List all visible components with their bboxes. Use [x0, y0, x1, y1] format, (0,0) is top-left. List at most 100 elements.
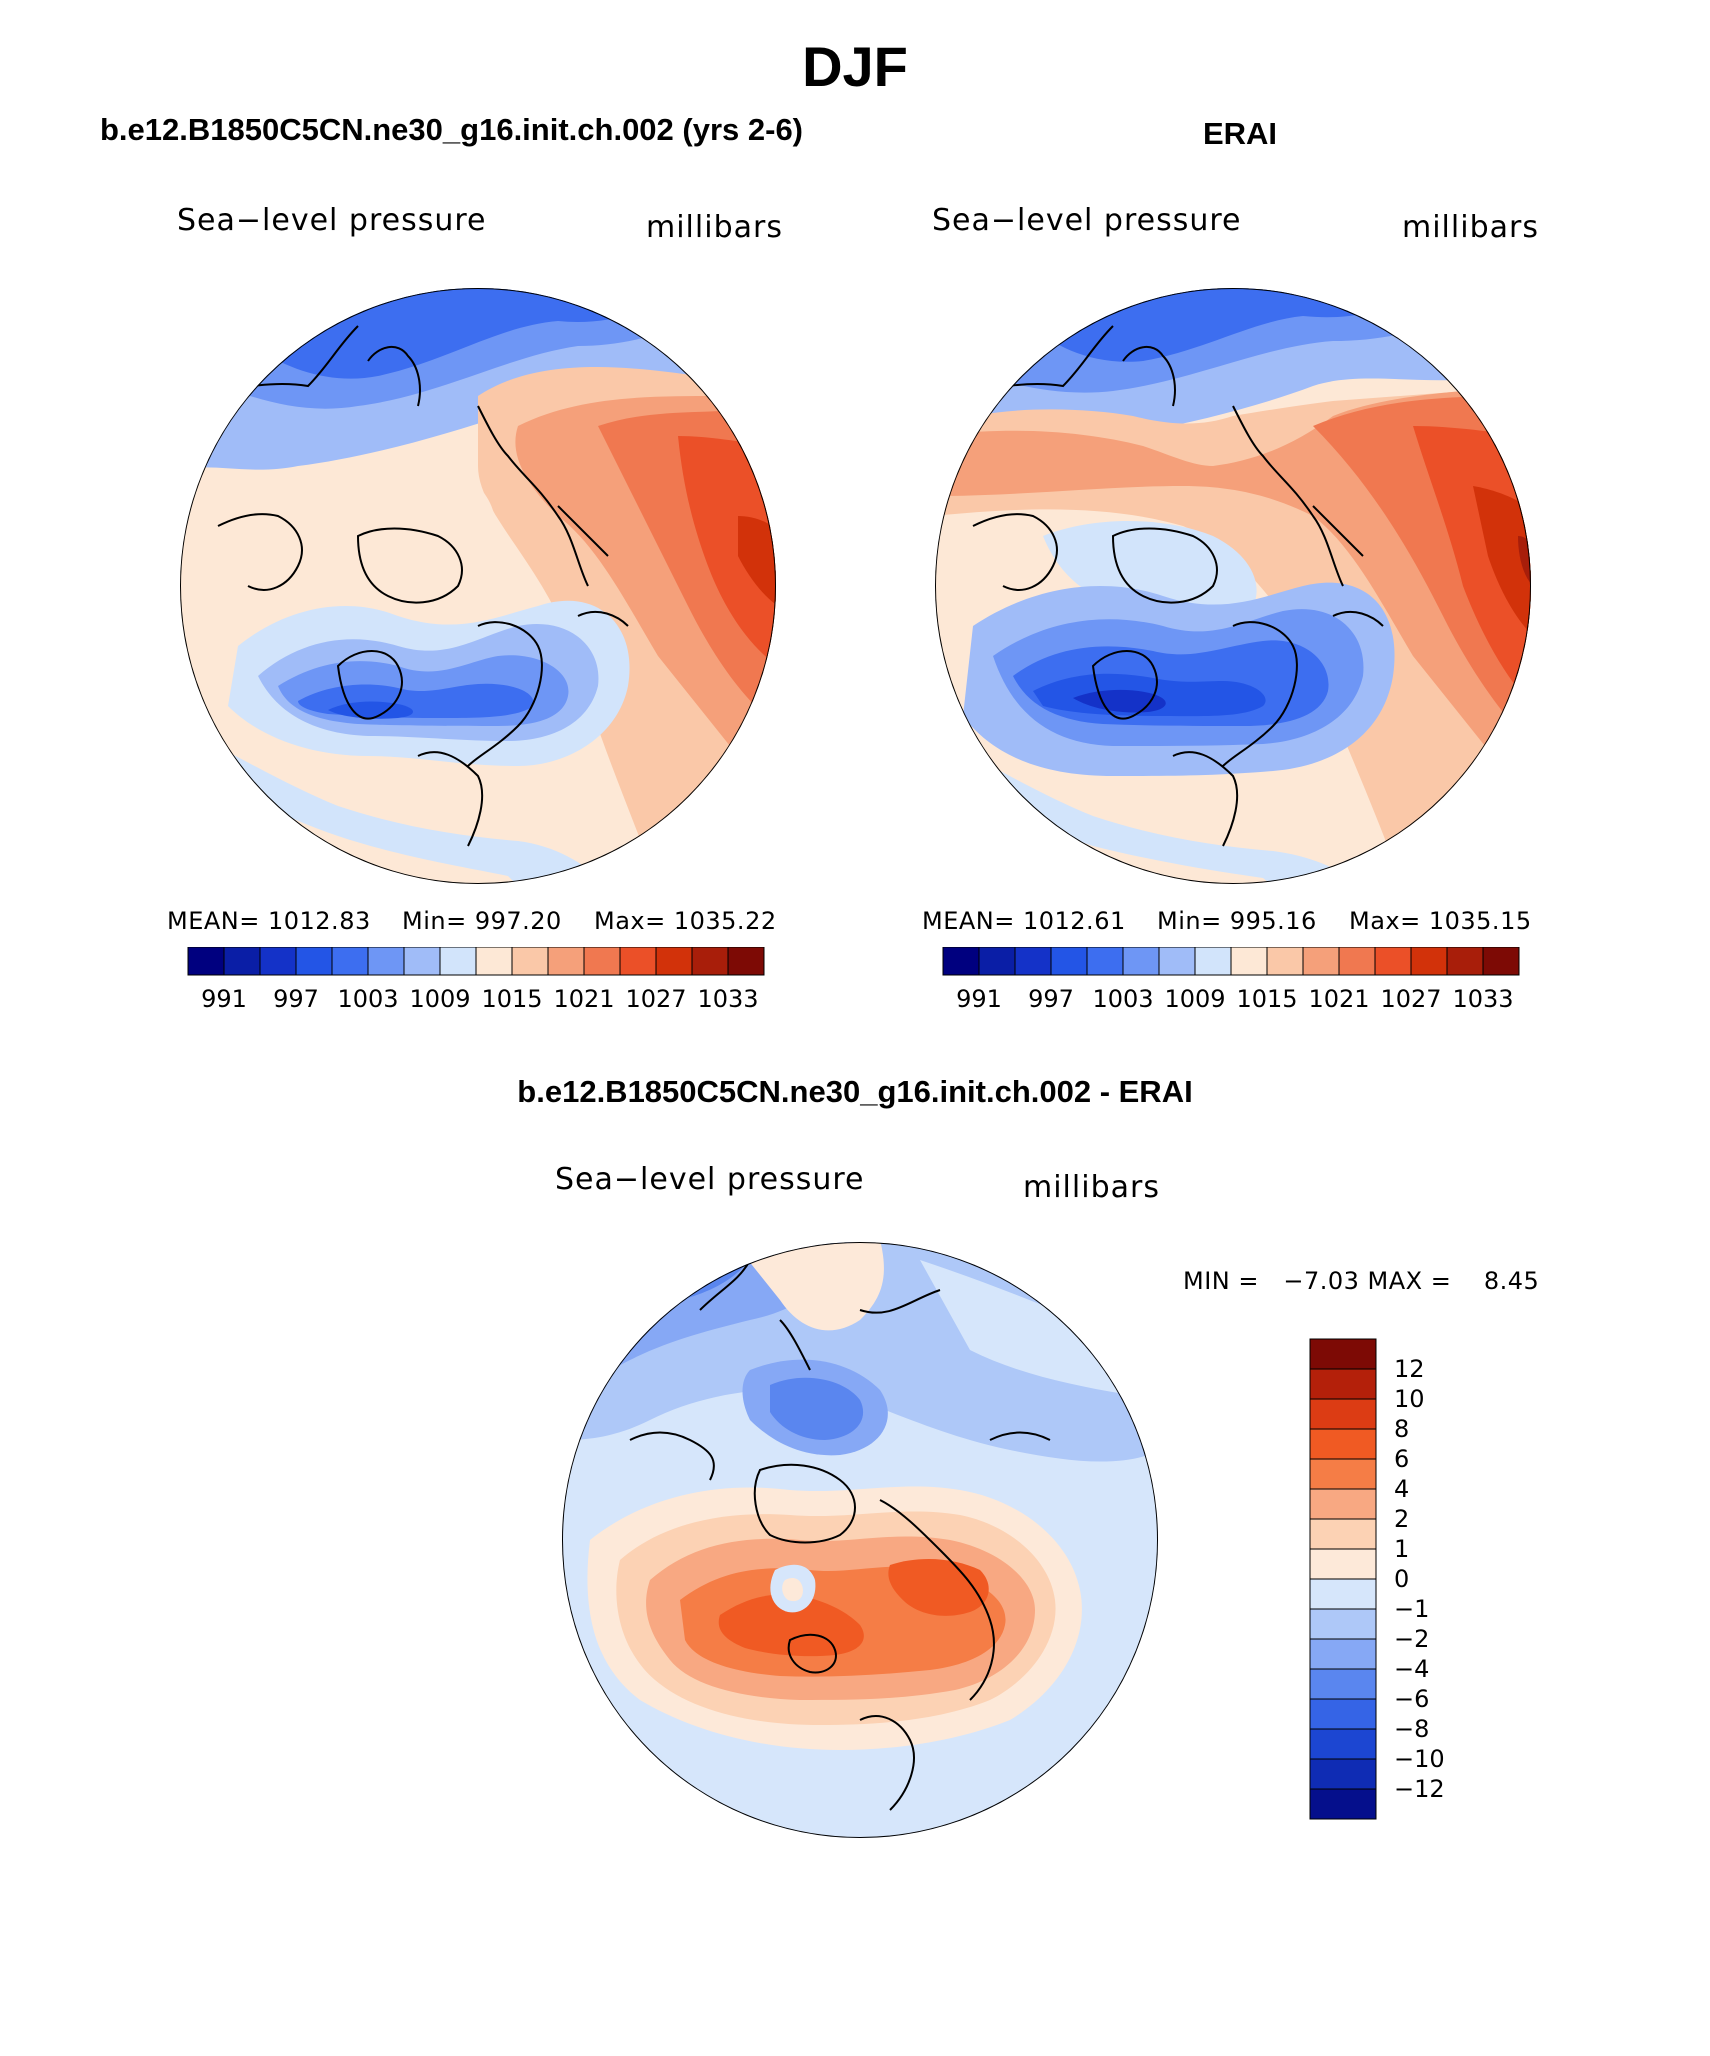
- diff-colorbar-box: [1309, 1608, 1377, 1640]
- colorbar-box: [1446, 947, 1484, 976]
- colorbar-label: 1021: [1308, 985, 1369, 1013]
- colorbar-label: 1015: [1236, 985, 1297, 1013]
- diff-colorbar-label: −8: [1394, 1715, 1429, 1743]
- colorbar-box: [295, 947, 333, 976]
- colorbar-box: [1482, 947, 1520, 976]
- main-title: DJF: [802, 35, 908, 98]
- colorbar-label: 1009: [409, 985, 470, 1013]
- diff-panel-title: b.e12.B1850C5CN.ne30_g16.init.ch.002 - E…: [517, 1074, 1193, 1109]
- colorbar-box: [619, 947, 657, 976]
- model-polar-map: [180, 288, 776, 884]
- colorbar-label: 991: [956, 985, 1002, 1013]
- diff-colorbar-label: 0: [1394, 1565, 1409, 1593]
- colorbar-box: [259, 947, 297, 976]
- colorbar-box: [691, 947, 729, 976]
- model-panel-title: b.e12.B1850C5CN.ne30_g16.init.ch.002 (yr…: [100, 112, 804, 147]
- diff-colorbar-box: [1309, 1518, 1377, 1550]
- diff-colorbar-label: −4: [1394, 1655, 1429, 1683]
- model-field-label: Sea−level pressure: [177, 203, 487, 238]
- colorbar-box: [1158, 947, 1196, 976]
- diff-colorbar-label: 2: [1394, 1505, 1409, 1533]
- colorbar-box: [1266, 947, 1304, 976]
- colorbar-label: 1027: [625, 985, 686, 1013]
- colorbar-label: 1033: [697, 985, 758, 1013]
- model-min: Min= 997.20: [402, 907, 562, 935]
- diff-colorbar-box: [1309, 1788, 1377, 1820]
- diff-colorbar-box: [1309, 1668, 1377, 1700]
- diff-colorbar-box: [1309, 1458, 1377, 1490]
- colorbar-box: [1122, 947, 1160, 976]
- diff-colorbar-label: 4: [1394, 1475, 1409, 1503]
- colorbar-box: [1374, 947, 1412, 976]
- colorbar-label: 1003: [1092, 985, 1153, 1013]
- diff-colorbar-box: [1309, 1638, 1377, 1670]
- obs-panel-title: ERAI: [1202, 116, 1278, 151]
- diff-colorbar-box: [1309, 1368, 1377, 1400]
- colorbar-label: 1009: [1164, 985, 1225, 1013]
- diff-colorbar-box: [1309, 1398, 1377, 1430]
- colorbar-box: [367, 947, 405, 976]
- colorbar-label: 1015: [481, 985, 542, 1013]
- colorbar-box: [655, 947, 693, 976]
- colorbar-label: 997: [1028, 985, 1074, 1013]
- obs-mean: MEAN= 1012.61: [922, 907, 1126, 935]
- obs-field-label: Sea−level pressure: [932, 203, 1242, 238]
- colorbar-box: [1338, 947, 1376, 976]
- diff-colorbar-label: 12: [1394, 1355, 1425, 1383]
- diff-colorbar-box: [1309, 1338, 1377, 1370]
- obs-max: Max= 1035.15: [1349, 907, 1532, 935]
- colorbar-box: [331, 947, 369, 976]
- diff-polar-map: [562, 1242, 1158, 1838]
- colorbar-box: [1014, 947, 1052, 976]
- colorbar-box: [1410, 947, 1448, 976]
- diff-colorbar-label: −1: [1394, 1595, 1429, 1623]
- colorbar-box: [547, 947, 585, 976]
- diff-colorbar-label: 1: [1394, 1535, 1409, 1563]
- diff-colorbar-label: −10: [1394, 1745, 1445, 1773]
- model-colorbar: 991 997 1003 1009 1015 1021 1027 1033: [187, 947, 765, 1013]
- colorbar-box: [1302, 947, 1340, 976]
- colorbar-box: [978, 947, 1016, 976]
- colorbar-box: [223, 947, 261, 976]
- colorbar-label: 1021: [553, 985, 614, 1013]
- colorbar-box: [1230, 947, 1268, 976]
- diff-colorbar-box: [1309, 1728, 1377, 1760]
- colorbar-label: 1027: [1380, 985, 1441, 1013]
- diff-units-label: millibars: [1023, 1170, 1160, 1205]
- obs-colorbar: 991 997 1003 1009 1015 1021 1027 1033: [942, 947, 1520, 1013]
- diff-minmax: MIN = −7.03 MAX = 8.45: [1183, 1267, 1540, 1295]
- diff-colorbar-box: [1309, 1758, 1377, 1790]
- diff-colorbar-box: [1309, 1428, 1377, 1460]
- colorbar-box: [475, 947, 513, 976]
- diff-field-label: Sea−level pressure: [555, 1162, 865, 1197]
- colorbar-box: [1194, 947, 1232, 976]
- diff-colorbar-label: 10: [1394, 1385, 1425, 1413]
- colorbar-box: [1050, 947, 1088, 976]
- colorbar-box: [583, 947, 621, 976]
- colorbar-box: [439, 947, 477, 976]
- model-max: Max= 1035.22: [594, 907, 777, 935]
- colorbar-box: [727, 947, 765, 976]
- colorbar-box: [942, 947, 980, 976]
- diff-colorbar-label: 8: [1394, 1415, 1409, 1443]
- diff-colorbar-box: [1309, 1548, 1377, 1580]
- obs-units-label: millibars: [1402, 210, 1539, 245]
- colorbar-box: [187, 947, 225, 976]
- model-mean: MEAN= 1012.83: [167, 907, 371, 935]
- diff-colorbar-label: −12: [1394, 1775, 1445, 1803]
- colorbar-box: [511, 947, 549, 976]
- model-units-label: millibars: [646, 210, 783, 245]
- diff-colorbar-box: [1309, 1578, 1377, 1610]
- diff-colorbar-label: −2: [1394, 1625, 1429, 1653]
- colorbar-label: 991: [201, 985, 247, 1013]
- colorbar-box: [1086, 947, 1124, 976]
- colorbar-label: 997: [273, 985, 319, 1013]
- obs-polar-map: [935, 288, 1531, 884]
- colorbar-label: 1033: [1452, 985, 1513, 1013]
- diff-colorbar-box: [1309, 1698, 1377, 1730]
- diff-colorbar-label: 6: [1394, 1445, 1409, 1473]
- diff-colorbar-label: −6: [1394, 1685, 1429, 1713]
- obs-min: Min= 995.16: [1157, 907, 1317, 935]
- colorbar-box: [403, 947, 441, 976]
